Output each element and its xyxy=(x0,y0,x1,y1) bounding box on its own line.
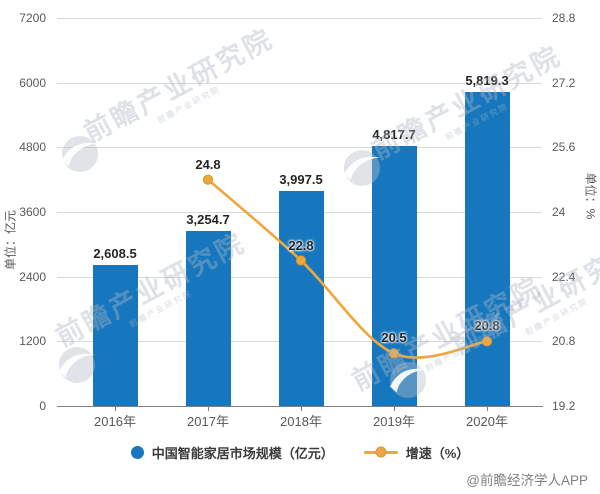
line-value-label: 20.8 xyxy=(474,318,500,334)
right-axis-title: 单位：% xyxy=(583,172,598,220)
bar-2019年 xyxy=(371,146,417,406)
x-axis-tick xyxy=(301,407,302,411)
x-axis-tick xyxy=(394,407,395,411)
left-axis-tick-label: 6000 xyxy=(19,75,46,90)
line-marker xyxy=(388,348,400,359)
left-axis-title: 单位：亿元 xyxy=(3,209,18,271)
bar-value-label: 4,817.7 xyxy=(372,127,416,143)
right-axis-tick-label: 22.4 xyxy=(552,269,576,284)
right-axis-tick-label: 25.6 xyxy=(552,140,576,155)
line-marker xyxy=(202,174,214,185)
left-axis-tick-label: 7200 xyxy=(19,11,46,25)
line-marker-icon xyxy=(375,446,387,458)
x-axis-tick xyxy=(115,407,116,411)
x-axis-label: 2017年 xyxy=(187,414,229,429)
legend: 中国智能家居市场规模（亿元） 增速（%） xyxy=(0,441,600,463)
line-marker xyxy=(481,336,493,347)
x-axis-label: 2020年 xyxy=(466,414,508,429)
x-axis-tick xyxy=(487,407,488,411)
left-axis-tick-label: 1200 xyxy=(19,334,46,349)
bar-value-label: 3,997.5 xyxy=(279,171,323,187)
source-credit: @前瞻经济学人APP xyxy=(466,473,588,488)
line-series-swatch-icon xyxy=(363,446,398,458)
legend-label-market-size: 中国智能家居市场规模（亿元） xyxy=(151,445,334,461)
gridline xyxy=(57,82,542,84)
line-value-label: 20.5 xyxy=(381,330,407,346)
bar-value-label: 5,819.3 xyxy=(465,73,509,89)
right-axis-tick-label: 19.2 xyxy=(552,399,576,413)
x-axis-label: 2016年 xyxy=(94,414,136,429)
bar-value-label: 2,608.5 xyxy=(93,246,137,262)
left-axis-tick-label: 3600 xyxy=(19,205,46,219)
legend-item-market-size: 中国智能家居市场规模（亿元） xyxy=(130,443,334,462)
bar-value-label: 3,254.7 xyxy=(186,211,230,227)
x-axis-line xyxy=(57,406,543,407)
growth-line xyxy=(207,178,488,359)
left-axis-tick-label: 4800 xyxy=(19,140,46,155)
right-axis-tick-label: 24 xyxy=(552,205,566,219)
x-axis-tick xyxy=(208,407,209,411)
right-axis-tick-label: 20.8 xyxy=(552,334,576,349)
bar-2020年 xyxy=(464,92,510,406)
right-axis-tick-label: 28.8 xyxy=(552,11,576,25)
line-value-label: 22.8 xyxy=(288,237,314,253)
left-axis-tick-label: 2400 xyxy=(19,269,46,284)
bar-2016年 xyxy=(92,265,138,406)
bar-2017年 xyxy=(185,230,231,406)
left-axis-tick-label: 0 xyxy=(39,399,46,413)
x-axis-label: 2019年 xyxy=(373,414,415,429)
gridline xyxy=(57,147,542,149)
line-marker xyxy=(295,255,307,266)
legend-label-growth-rate: 增速（%） xyxy=(405,445,470,461)
bar-2018年 xyxy=(278,190,324,406)
line-value-label: 24.8 xyxy=(195,156,221,172)
x-axis-label: 2018年 xyxy=(280,414,322,429)
legend-item-growth-rate: 增速（%） xyxy=(363,443,470,462)
bar-series-swatch-icon xyxy=(130,445,144,459)
right-axis-tick-label: 27.2 xyxy=(552,75,576,90)
gridline xyxy=(57,18,542,19)
